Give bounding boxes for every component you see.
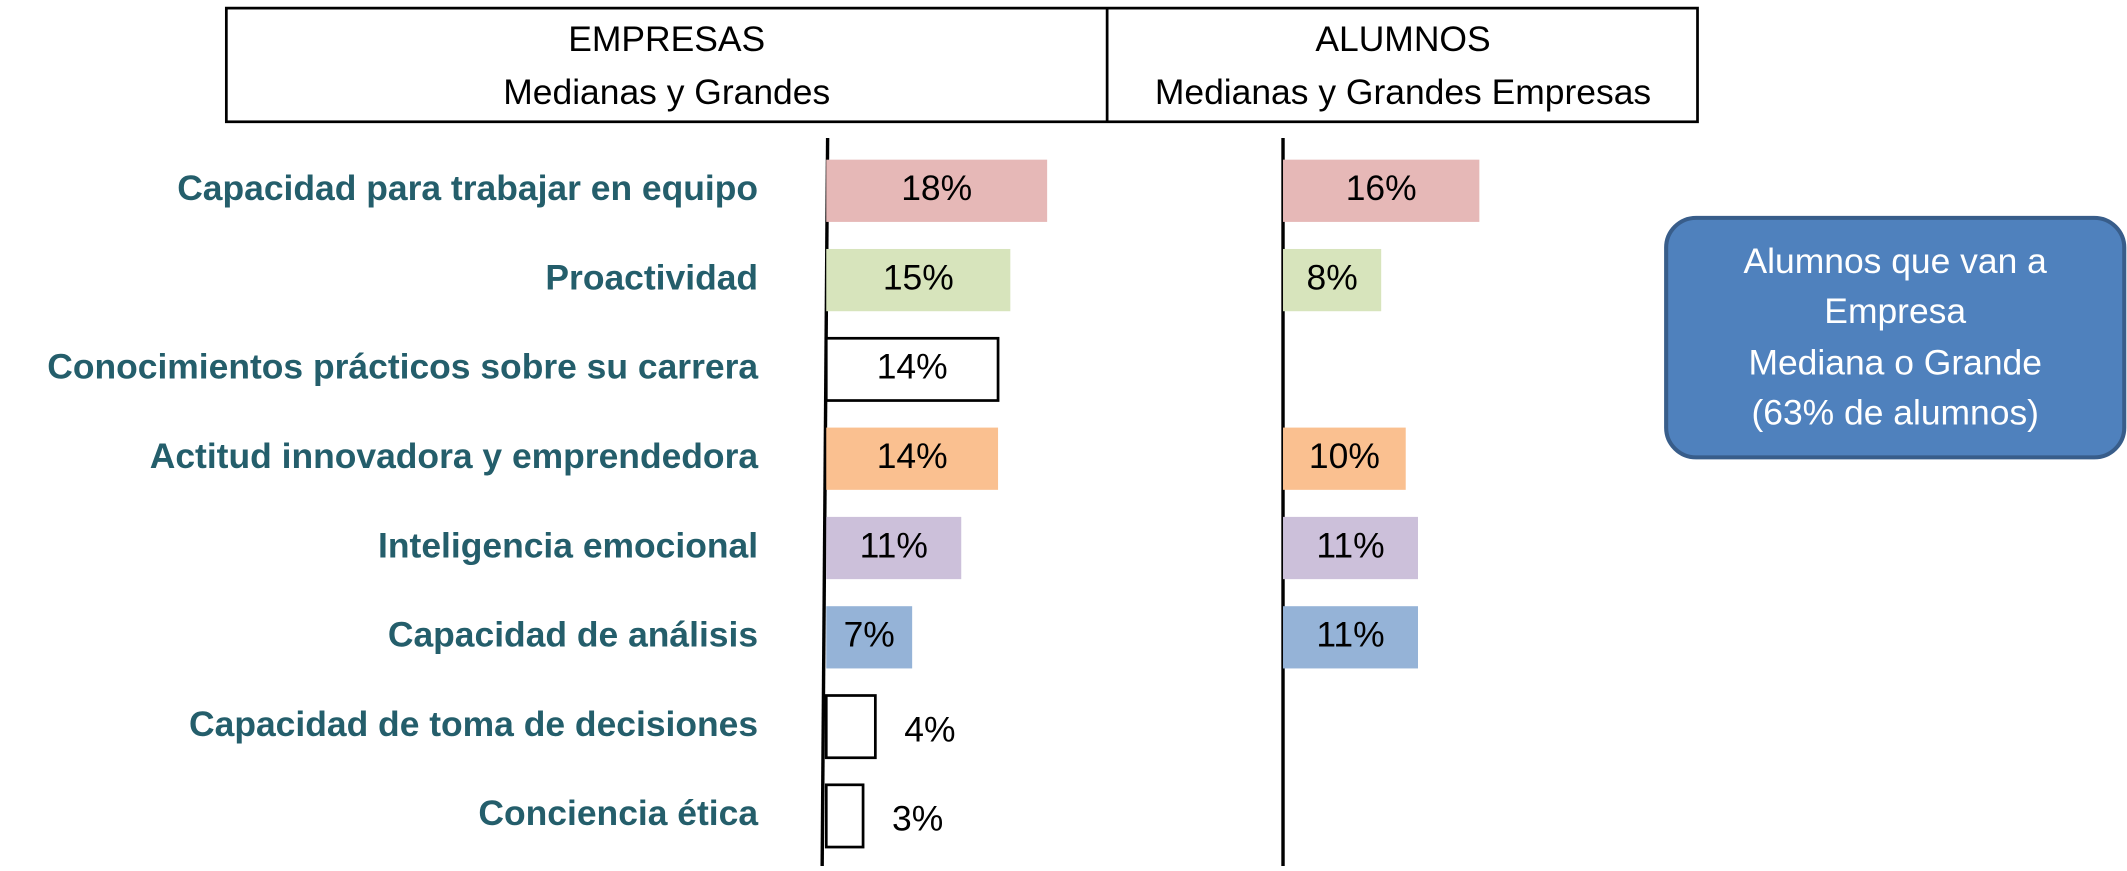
value-label: 10% — [1309, 437, 1380, 476]
category-label: Capacidad para trabajar en equipo — [177, 169, 758, 208]
category-label: Capacidad de análisis — [388, 616, 758, 655]
bar — [1283, 516, 1418, 580]
bar — [1283, 248, 1382, 312]
value-label: 14% — [877, 348, 948, 387]
callout-text: Mediana o Grande — [1748, 344, 2041, 383]
header-title: ALUMNOS — [1315, 20, 1490, 59]
category-label: Actitud innovadora y emprendedora — [150, 437, 759, 476]
bar — [1283, 159, 1480, 222]
bar — [826, 248, 1011, 312]
value-label: 16% — [1346, 169, 1417, 208]
header-box — [224, 6, 1699, 124]
bar — [826, 606, 913, 669]
callout-box — [1664, 215, 2127, 460]
category-label: Conciencia ética — [478, 794, 758, 833]
bar — [1283, 427, 1406, 490]
category-label: Conocimientos prácticos sobre su carrera — [47, 348, 758, 387]
callout-text: (63% de alumnos) — [1751, 394, 2039, 433]
header-subtitle: Medianas y Grandes — [503, 73, 830, 112]
bar — [824, 783, 865, 849]
value-label: 18% — [901, 169, 972, 208]
bar — [826, 516, 962, 580]
value-label: 8% — [1306, 259, 1357, 298]
value-label: 14% — [877, 437, 948, 476]
value-label: 11% — [860, 526, 928, 565]
bar — [824, 694, 877, 760]
category-label: Inteligencia emocional — [378, 526, 758, 565]
bar — [1283, 606, 1418, 669]
bar — [826, 427, 999, 490]
bar — [826, 159, 1048, 222]
category-label: Capacidad de toma de decisiones — [189, 705, 758, 744]
callout-text: Alumnos que van a — [1744, 242, 2048, 281]
value-label: 11% — [1316, 526, 1384, 565]
bar — [824, 336, 1000, 402]
header-subtitle: Medianas y Grandes Empresas — [1155, 73, 1651, 112]
value-label: 15% — [883, 259, 954, 298]
category-label: Proactividad — [545, 259, 758, 298]
value-label: 11% — [1316, 616, 1384, 655]
value-label: 3% — [892, 800, 943, 839]
value-label: 4% — [904, 710, 955, 749]
callout-text: Empresa — [1824, 292, 1966, 331]
header-title: EMPRESAS — [568, 20, 765, 59]
value-label: 7% — [844, 616, 895, 655]
